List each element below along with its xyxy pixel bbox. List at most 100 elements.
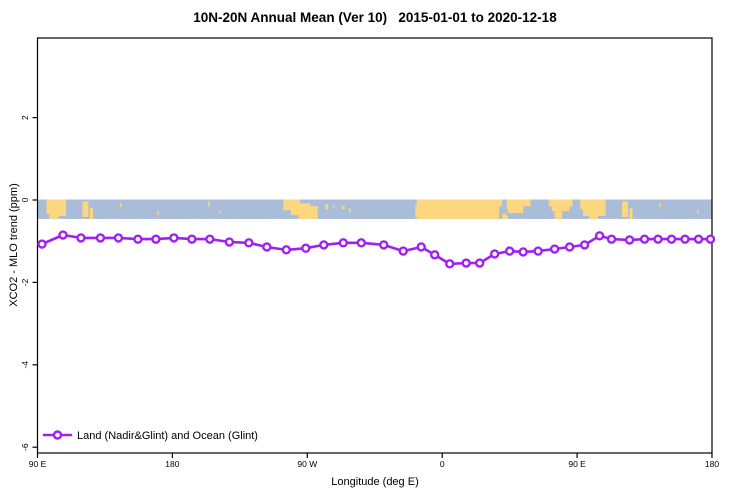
map-land-segment [283, 199, 294, 211]
series-marker [319, 240, 329, 250]
series-marker [151, 234, 161, 244]
map-land-segment [416, 199, 500, 219]
series-marker [398, 246, 408, 256]
map-ocean [37, 199, 712, 219]
map-land-segment [593, 210, 597, 219]
legend: Land (Nadir&Glint) and Ocean (Glint) [42, 430, 258, 442]
axes: 90 E 180 90 W 0 90 E 180 2 0 -2 -4 -6 [20, 37, 719, 469]
map-land-segment [82, 201, 89, 218]
map-land-segment [53, 210, 57, 219]
series-marker [281, 245, 292, 255]
x-axis-title: Longitude (deg E) [331, 476, 419, 488]
series-marker [205, 234, 215, 244]
map-land-segment [697, 210, 699, 214]
series-marker [533, 246, 543, 256]
map-land-segment [49, 199, 59, 219]
x-tick-label: 180 [165, 459, 179, 469]
map-land-segment [308, 206, 318, 219]
map-land-segment [415, 205, 417, 218]
map-land-segment [157, 211, 159, 216]
series-marker [76, 233, 86, 243]
series-marker [639, 234, 650, 244]
series-marker [244, 238, 254, 248]
y-tick-label: 2 [20, 115, 30, 120]
series-marker [37, 239, 47, 249]
series-marker [338, 238, 348, 248]
series-marker [693, 234, 704, 244]
series-marker [653, 234, 663, 244]
map-land-segment [119, 203, 122, 208]
map-land-segment [341, 206, 345, 210]
series-marker [680, 234, 690, 244]
chart-title: 10N-20N Annual Mean (Ver 10) 2015-01-01 … [193, 10, 557, 25]
series-marker [416, 242, 426, 252]
world-map-strip [37, 199, 712, 219]
series-marker [95, 233, 106, 243]
map-land-segment [349, 208, 351, 213]
map-land-segment [499, 199, 503, 207]
series-marker [379, 240, 389, 250]
series-marker [606, 234, 617, 244]
series-marker [262, 242, 272, 252]
series-marker [356, 238, 366, 248]
x-tick-label: 180 [705, 459, 719, 469]
plot-frame [36, 37, 713, 454]
series-marker [301, 243, 311, 253]
map-land-segment [659, 203, 662, 208]
series-marker [504, 246, 515, 256]
legend-label: Land (Nadir&Glint) and Ocean (Glint) [77, 430, 258, 442]
series-marker [518, 247, 528, 257]
map-land-segment [580, 199, 591, 210]
series-marker [474, 258, 485, 268]
series-marker [666, 234, 677, 244]
x-tick-label: 90 W [297, 459, 317, 469]
map-land-segment [506, 216, 509, 219]
series-marker [624, 235, 635, 245]
map-land-segment [325, 204, 329, 210]
map-land-segment [298, 203, 311, 219]
map-land-segment [523, 199, 531, 207]
series-land-ocean [37, 230, 716, 269]
map-land-segment [583, 209, 590, 217]
series-marker [133, 234, 143, 244]
map-land-segment [58, 199, 66, 217]
x-tick-label: 0 [440, 459, 445, 469]
map-land-segment [332, 205, 335, 209]
y-tick-label: -4 [20, 361, 30, 369]
map-land-segment [290, 199, 300, 216]
series-marker [169, 233, 179, 243]
series-marker [187, 234, 197, 244]
map-land-segment [622, 201, 629, 218]
map-land-segment [508, 199, 524, 214]
series-marker [564, 242, 575, 252]
map-land-segment [554, 211, 563, 219]
series-marker [489, 249, 500, 259]
series-marker [430, 250, 440, 260]
series-marker [113, 233, 124, 243]
map-land-segment [598, 199, 606, 217]
map-land-segment [551, 206, 570, 212]
series-marker [579, 240, 590, 250]
y-tick-label: -2 [20, 278, 30, 286]
series-marker [224, 237, 235, 247]
map-land-segment [502, 214, 507, 219]
map-land-segment [548, 199, 573, 207]
map-land-segment [89, 208, 93, 219]
map-land-segment [208, 201, 210, 207]
series-marker [461, 258, 471, 268]
map-land-segment [218, 210, 221, 214]
x-tick-label: 90 E [29, 459, 47, 469]
series-marker [594, 231, 605, 241]
x-tick-label: 90 E [568, 459, 586, 469]
series-marker [549, 244, 560, 254]
series-marker [58, 230, 68, 240]
map-land-segment [629, 208, 633, 219]
series-marker [444, 259, 455, 269]
series-marker [705, 234, 716, 244]
y-tick-label: -6 [20, 443, 30, 451]
y-tick-label: 0 [20, 197, 30, 202]
map-land-segment [589, 199, 599, 219]
legend-marker-circle [52, 430, 63, 440]
